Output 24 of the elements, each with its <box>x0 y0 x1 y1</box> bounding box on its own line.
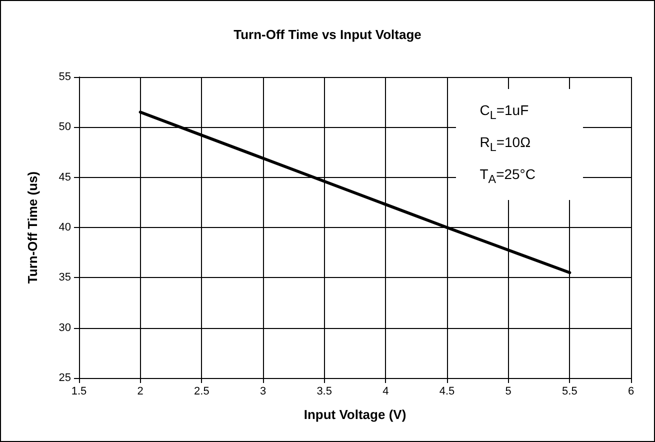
x-tick-label: 2.5 <box>194 386 210 398</box>
y-tick-label: 40 <box>58 222 71 234</box>
x-tick-label: 3 <box>260 386 266 398</box>
chart-title: Turn-Off Time vs Input Voltage <box>234 27 422 42</box>
y-axis-title: Turn-Off Time (us) <box>25 171 40 284</box>
x-tick-label: 3.5 <box>316 386 332 398</box>
x-tick-label: 4 <box>382 386 389 398</box>
x-tick-label: 4.5 <box>439 386 455 398</box>
y-tick-label: 35 <box>58 272 71 284</box>
y-tick-label: 55 <box>58 71 71 83</box>
y-tick-label: 50 <box>58 121 71 134</box>
note-box: C$_{L}$=1uF R$_{L}$=10Ω T$_{A}$=25°C <box>456 89 584 200</box>
y-tick-label: 45 <box>58 171 71 184</box>
x-axis-title: Input Voltage (V) <box>304 407 406 422</box>
y-tick-label: 25 <box>58 372 71 384</box>
x-tick-label: 1.5 <box>71 386 87 398</box>
annotation: T$_{A}$=25°C <box>480 164 537 188</box>
y-tick-label: 30 <box>58 322 71 334</box>
annotation: C$_{L}$=1uF <box>480 101 530 124</box>
x-tick-label: 5 <box>505 386 512 398</box>
x-tick-label: 5.5 <box>562 386 578 398</box>
annotation: R$_{L}$=10Ω <box>480 132 532 156</box>
x-tick-label: 6 <box>628 386 634 398</box>
x-tick-label: 2 <box>137 386 144 398</box>
